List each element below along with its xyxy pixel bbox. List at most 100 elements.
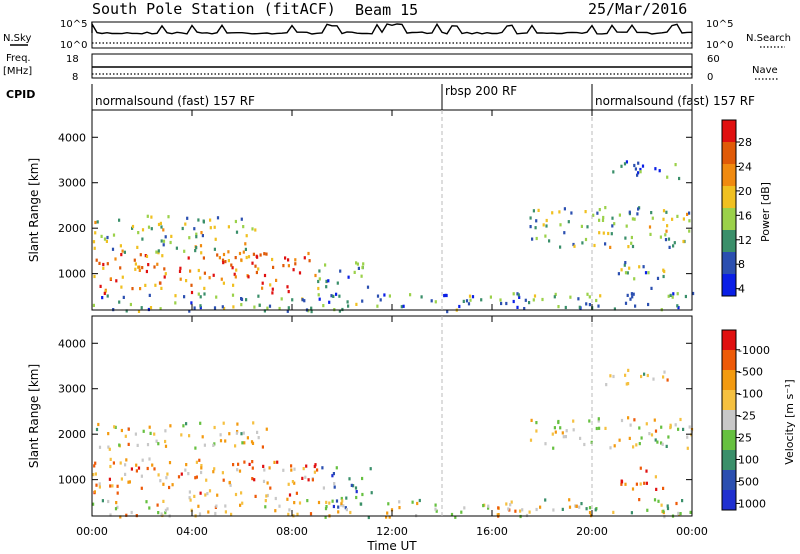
range-gate-cell <box>638 426 641 430</box>
colorbar-segment <box>722 390 736 410</box>
range-gate-cell <box>93 464 96 468</box>
colorbar-frame <box>721 329 737 511</box>
range-gate-cell <box>339 269 342 273</box>
range-gate-cell <box>639 170 642 174</box>
range-gate-cell <box>241 501 244 505</box>
range-gate-cell <box>535 421 538 425</box>
range-gate-cell <box>471 295 475 299</box>
range-gate-cell <box>665 210 668 214</box>
range-gate-cell <box>203 286 206 290</box>
range-gate-cell <box>647 271 650 275</box>
range-gate-cell <box>650 211 653 215</box>
y-tick-label: 2000 <box>58 428 86 441</box>
range-gate-cell <box>164 439 167 444</box>
colorbar-tick-label: -100 <box>738 388 763 401</box>
range-gate-cell <box>666 506 670 511</box>
range-gate-cell <box>130 467 133 471</box>
range-gate-cell <box>634 304 637 308</box>
range-gate-cell <box>624 271 628 275</box>
x-tick-label: 20:00 <box>576 525 608 538</box>
range-gate-cell <box>242 225 245 229</box>
colorbar-tick-label: 28 <box>738 136 752 149</box>
colorbar-segment <box>722 470 736 490</box>
range-gate-cell <box>664 238 668 242</box>
range-gate-cell <box>138 268 141 272</box>
range-gate-cell <box>657 499 660 503</box>
range-gate-cell <box>454 515 457 519</box>
range-gate-cell <box>542 223 545 227</box>
range-gate-cell <box>677 427 680 431</box>
range-gate-cell <box>671 217 674 221</box>
range-gate-cell <box>213 247 216 251</box>
range-gate-cell <box>361 299 364 303</box>
range-gate-cell <box>340 496 343 501</box>
range-gate-cell <box>111 484 114 488</box>
velocity-colorbar-label: Velocity [m s⁻¹] <box>783 379 796 464</box>
range-gate-cell <box>251 441 255 445</box>
range-gate-cell <box>307 251 310 256</box>
range-gate-cell <box>199 295 202 299</box>
range-gate-cell <box>140 474 143 478</box>
range-gate-cell <box>203 271 206 275</box>
range-gate-cell <box>287 258 290 262</box>
range-gate-cell <box>581 241 584 245</box>
y-tick-label: 1000 <box>58 268 86 281</box>
range-gate-cell <box>171 483 174 487</box>
range-gate-cell <box>383 293 386 297</box>
range-gate-cell <box>137 265 140 269</box>
range-gate-cell <box>120 477 123 481</box>
colorbar-segment <box>722 450 736 470</box>
range-gate-cell <box>633 163 636 168</box>
range-gate-cell <box>676 214 679 218</box>
range-gate-cell <box>353 270 356 274</box>
range-gate-cell <box>325 505 328 509</box>
colorbar-segment <box>722 252 736 274</box>
range-gate-cell <box>140 306 143 310</box>
range-gate-cell <box>296 512 299 516</box>
range-gate-cell <box>234 444 237 448</box>
range-gate-cell <box>264 499 267 503</box>
range-gate-cell <box>212 443 215 447</box>
range-gate-cell <box>262 464 265 468</box>
range-gate-cell <box>180 472 183 476</box>
range-gate-cell <box>92 502 95 506</box>
range-gate-cell <box>188 434 191 438</box>
range-gate-cell <box>531 237 534 241</box>
range-gate-cell <box>303 299 306 303</box>
range-gate-cell <box>224 439 227 443</box>
range-gate-cell <box>584 210 587 214</box>
range-gate-cell <box>232 283 235 287</box>
range-gate-cell <box>376 304 379 308</box>
range-gate-cell <box>505 301 508 306</box>
range-gate-cell <box>224 510 227 514</box>
range-gate-cell <box>106 235 109 240</box>
range-gate-cell <box>557 420 560 425</box>
range-gate-cell <box>529 225 532 229</box>
range-gate-cell <box>341 499 344 503</box>
power-cells <box>92 160 695 314</box>
range-gate-cell <box>287 482 290 486</box>
range-gate-cell <box>256 430 259 434</box>
range-gate-cell <box>624 301 628 305</box>
range-gate-cell <box>194 446 197 450</box>
range-gate-cell <box>336 281 339 285</box>
range-gate-cell <box>148 425 151 429</box>
range-gate-cell <box>98 485 101 489</box>
range-gate-cell <box>278 504 281 508</box>
range-gate-cell <box>187 256 190 260</box>
range-gate-cell <box>141 237 144 241</box>
range-gate-cell <box>356 262 359 266</box>
range-gate-cell <box>545 224 548 228</box>
range-gate-cell <box>322 304 325 308</box>
range-gate-cell <box>656 276 660 280</box>
range-gate-cell <box>307 309 310 313</box>
range-gate-cell <box>534 226 537 230</box>
range-gate-cell <box>240 432 243 436</box>
range-gate-cell <box>150 227 153 231</box>
colorbar-segment <box>722 208 736 230</box>
range-gate-cell <box>674 423 677 427</box>
range-gate-cell <box>568 505 572 509</box>
range-gate-cell <box>499 298 502 302</box>
range-gate-cell <box>519 509 522 513</box>
nave-bot-tick: 0 <box>707 72 713 83</box>
